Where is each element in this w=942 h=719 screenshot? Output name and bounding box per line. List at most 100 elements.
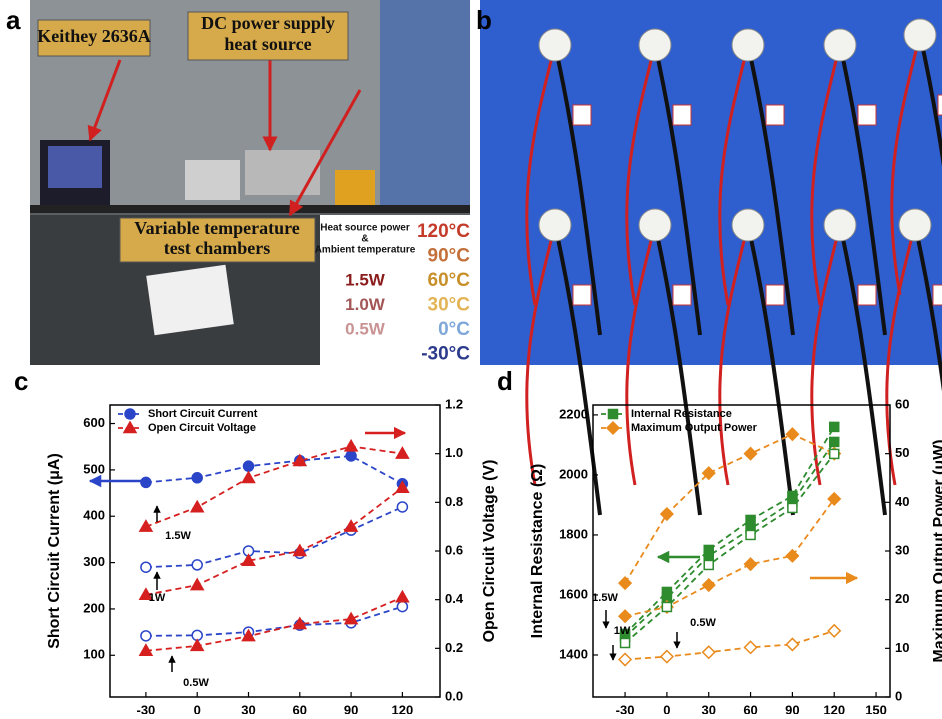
chip — [672, 104, 692, 126]
data-point — [827, 491, 842, 506]
data-point — [703, 559, 714, 571]
chip — [765, 104, 785, 126]
data-point — [618, 609, 633, 624]
data-point — [292, 453, 308, 467]
data-point — [745, 529, 756, 541]
data-point — [395, 589, 410, 603]
wire — [553, 224, 602, 516]
photo-label: DC power supply — [201, 13, 335, 33]
photo-label: Keithey 2636A — [37, 26, 150, 46]
series-line — [625, 629, 835, 661]
data-point — [785, 427, 800, 442]
chip — [937, 94, 942, 116]
data-point — [396, 600, 409, 613]
data-point — [343, 519, 359, 532]
data-point — [241, 470, 256, 484]
x-tick-label: -30 — [616, 702, 635, 714]
wire — [625, 44, 657, 306]
sensor — [538, 28, 572, 62]
data-point — [191, 472, 203, 484]
power-label: 1.5W — [345, 270, 386, 289]
y2-tick-label: 0 — [895, 688, 902, 703]
y2-axis-label: Maximum Output Power (μW) — [931, 439, 942, 662]
data-point — [396, 501, 409, 513]
data-point — [703, 550, 714, 562]
legend-title: & — [361, 234, 368, 245]
sensor — [638, 28, 672, 62]
data-point — [395, 480, 410, 493]
data-point — [138, 519, 154, 532]
y-axis-label: Short Circuit Current (μA) — [46, 453, 63, 649]
annotation: 0.5W — [183, 677, 209, 689]
series-line — [624, 426, 835, 635]
data-point — [659, 506, 674, 522]
data-point — [828, 448, 840, 460]
sensor — [823, 28, 857, 62]
data-point — [140, 476, 152, 489]
y2-tick-label: 50 — [895, 445, 909, 460]
data-point — [241, 553, 256, 566]
series-line — [145, 506, 403, 569]
data-point — [743, 557, 758, 572]
data-point — [828, 436, 840, 448]
legend-label: Internal Resistance — [631, 408, 732, 420]
legend-marker — [605, 420, 621, 436]
wire — [890, 34, 922, 296]
wire — [625, 224, 657, 486]
chip — [572, 104, 592, 126]
wire — [918, 34, 942, 167]
temperature-label: 30°C — [428, 295, 471, 316]
chip — [857, 104, 877, 126]
y-tick-label: 400 — [83, 508, 105, 523]
data-point — [191, 559, 203, 571]
wire — [653, 44, 702, 336]
panel-letter: a — [6, 5, 21, 35]
chip — [572, 284, 592, 306]
data-point — [345, 450, 357, 462]
x-tick-label: 150 — [865, 702, 887, 714]
data-point — [701, 466, 716, 481]
data-point — [618, 652, 633, 667]
y2-axis-label: Open Circuit Voltage (V) — [481, 460, 498, 643]
data-point — [619, 637, 631, 649]
data-point — [745, 514, 756, 526]
x-tick-label: 90 — [344, 702, 358, 714]
temperature-label: 120°C — [417, 221, 470, 242]
chip — [672, 284, 692, 306]
y-tick-label: 500 — [83, 461, 105, 476]
y-tick-label: 200 — [83, 600, 105, 615]
wire — [913, 224, 942, 392]
annotation: 1W — [149, 592, 166, 604]
series-line — [145, 605, 403, 637]
temperature-label: -30°C — [421, 344, 470, 365]
plot-frame — [109, 404, 441, 698]
chip — [932, 284, 942, 306]
legend-label: Maximum Output Power — [631, 422, 758, 434]
y2-tick-label: 0.6 — [445, 542, 463, 557]
plot-frame — [592, 404, 891, 698]
data-point — [701, 578, 716, 593]
data-point — [343, 611, 359, 625]
data-point — [743, 446, 758, 461]
x-tick-label: 0 — [194, 702, 201, 714]
y2-tick-label: 20 — [895, 591, 909, 606]
data-point — [292, 616, 308, 630]
x-tick-label: 0 — [663, 702, 670, 714]
series-line — [624, 441, 835, 638]
wire — [553, 44, 602, 336]
y-tick-label: 1600 — [559, 586, 588, 601]
x-tick-label: 30 — [241, 702, 255, 714]
x-tick-label: 120 — [392, 702, 414, 714]
panel-letter: c — [14, 366, 28, 396]
legend-title: Ambient temperature — [315, 245, 416, 256]
legend-marker — [122, 420, 138, 434]
y2-tick-label: 1.0 — [445, 445, 463, 460]
power-label: 1.0W — [345, 295, 386, 314]
annotation: 1W — [614, 625, 631, 637]
data-point — [701, 645, 716, 660]
y-tick-label: 1400 — [559, 646, 588, 661]
y2-tick-label: 0.0 — [445, 688, 463, 703]
sensor — [823, 208, 857, 242]
